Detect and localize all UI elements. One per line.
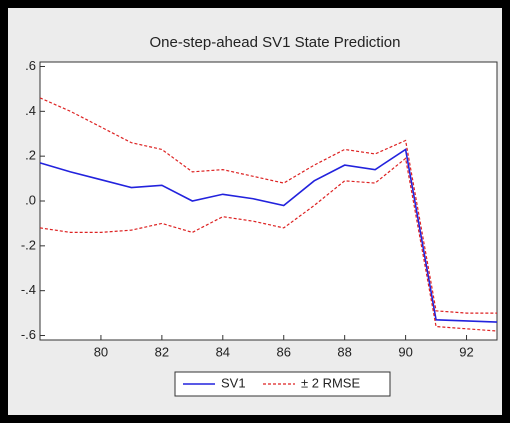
x-tick-label: 88 [337, 344, 351, 359]
y-tick-label: -.6 [21, 327, 36, 342]
series-line [39, 148, 498, 323]
band-lower [39, 157, 498, 332]
y-tick-label: -.4 [21, 282, 36, 297]
y-tick-label: .6 [25, 58, 36, 73]
y-tick-label: -.2 [21, 237, 36, 252]
x-tick-label: 82 [155, 344, 169, 359]
legend-label: SV1 [221, 375, 246, 390]
x-tick-label: 86 [276, 344, 290, 359]
x-tick-label: 80 [94, 344, 108, 359]
x-tick-label: 92 [459, 344, 473, 359]
x-tick-label: 90 [398, 344, 412, 359]
y-tick-label: .4 [25, 103, 36, 118]
y-tick-label: .0 [25, 192, 36, 207]
x-tick-label: 84 [216, 344, 230, 359]
y-tick-label: .2 [25, 148, 36, 163]
plot-area [39, 61, 498, 341]
legend-box [174, 371, 391, 397]
legend-label: ± 2 RMSE [301, 375, 360, 390]
chart-title: One-step-ahead SV1 State Prediction [150, 34, 401, 51]
